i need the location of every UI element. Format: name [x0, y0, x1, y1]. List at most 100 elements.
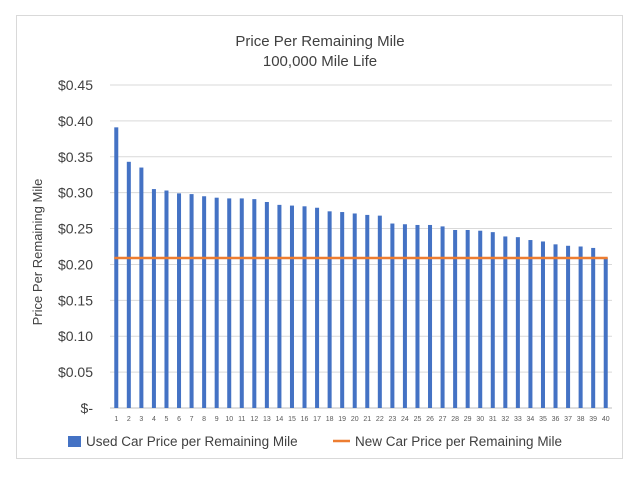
y-tick-label: $0.15: [58, 292, 93, 308]
x-tick-label: 36: [552, 416, 560, 423]
x-tick-label: 22: [376, 416, 384, 423]
bar: [264, 201, 269, 408]
bar: [591, 247, 596, 408]
bar: [340, 212, 345, 408]
y-tick-label: $0.20: [58, 256, 93, 272]
x-tick-label: 30: [476, 416, 484, 423]
legend-label-new-car: New Car Price per Remaining Mile: [355, 434, 562, 449]
chart-title: Price Per Remaining Mile: [235, 33, 404, 50]
x-tick-label: 34: [527, 416, 535, 423]
x-tick-label: 28: [451, 416, 459, 423]
y-tick-label: $0.10: [58, 328, 93, 344]
x-tick-label: 19: [338, 416, 346, 423]
y-tick-label: $0.25: [58, 221, 93, 237]
gridlines: [110, 84, 612, 409]
bar: [139, 167, 144, 408]
bar: [377, 215, 382, 408]
bar: [578, 246, 583, 408]
y-axis-label: Price Per Remaining Mile: [30, 179, 45, 326]
x-tick-label: 31: [489, 416, 497, 423]
y-tick-label: $0.40: [58, 113, 93, 129]
y-tick-label: $0.45: [58, 77, 93, 93]
bar: [114, 127, 119, 409]
bar: [202, 196, 207, 408]
bar: [440, 226, 445, 408]
bar: [428, 224, 433, 408]
x-tick-label: 8: [202, 416, 206, 423]
chart-subtitle: 100,000 Mile Life: [263, 53, 377, 70]
bar: [239, 198, 244, 408]
x-tick-label: 37: [564, 416, 572, 423]
x-tick-label: 11: [238, 416, 245, 423]
x-tick-label: 23: [388, 416, 396, 423]
bar: [540, 241, 545, 408]
bar: [365, 214, 370, 408]
x-tick-label: 10: [225, 416, 233, 423]
bar: [603, 257, 608, 408]
bar: [453, 229, 458, 408]
bar: [315, 207, 320, 408]
x-tick-label: 16: [301, 416, 309, 423]
x-tick-label: 6: [177, 416, 181, 423]
bar-series: [114, 127, 608, 409]
x-tick-label: 21: [363, 416, 371, 423]
x-tick-label: 18: [326, 416, 334, 423]
x-tick-label: 40: [602, 416, 610, 423]
bar: [177, 193, 182, 408]
x-tick-label: 26: [426, 416, 434, 423]
bar: [402, 224, 407, 408]
x-tick-label: 15: [288, 416, 296, 423]
x-tick-label: 33: [514, 416, 522, 423]
legend-swatch-used-car: [68, 436, 81, 447]
bar: [390, 223, 395, 408]
bar: [465, 229, 470, 408]
x-tick-label: 38: [577, 416, 585, 423]
bar: [289, 205, 294, 408]
bar: [327, 211, 332, 408]
bar: [151, 189, 156, 408]
x-tick-label: 39: [589, 416, 597, 423]
bar: [566, 245, 571, 408]
bar: [352, 213, 357, 408]
x-tick-label: 13: [263, 416, 271, 423]
bar: [126, 161, 131, 408]
x-tick-label: 17: [313, 416, 321, 423]
x-tick-label: 29: [464, 416, 472, 423]
x-tick-labels: 1 2 3 4 5 6 7 8 9 10 11 12 13 14 15 16 17 18 19 20 21 22 23 24 2…: [114, 416, 609, 423]
bar: [277, 204, 282, 408]
legend-label-used-car: Used Car Price per Remaining Mile: [86, 434, 298, 449]
bar: [553, 244, 558, 408]
bar: [227, 198, 232, 408]
bar: [490, 232, 495, 408]
x-tick-label: 3: [139, 416, 143, 423]
y-tick-label: $0.35: [58, 149, 93, 165]
y-tick-label: $0.30: [58, 185, 93, 201]
bar: [415, 224, 420, 408]
x-tick-label: 7: [190, 416, 194, 423]
bar: [503, 236, 508, 408]
legend: Used Car Price per Remaining Mile New Ca…: [68, 434, 562, 449]
x-tick-label: 27: [439, 416, 447, 423]
bar: [528, 240, 533, 408]
bar: [164, 190, 169, 408]
x-tick-label: 14: [276, 416, 284, 423]
x-tick-label: 9: [215, 416, 219, 423]
bar: [302, 206, 307, 408]
x-tick-label: 4: [152, 416, 156, 423]
y-tick-label: $0.05: [58, 364, 93, 380]
bar: [515, 237, 520, 408]
x-tick-label: 32: [501, 416, 509, 423]
x-tick-label: 2: [127, 416, 131, 423]
x-tick-label: 1: [114, 416, 118, 423]
bar: [189, 194, 194, 408]
y-tick-labels: $0.45 $0.40 $0.35 $0.30 $0.25 $0.20 $0.15 $0.10…: [58, 77, 93, 416]
x-tick-label: 20: [351, 416, 359, 423]
bar: [214, 197, 219, 408]
x-tick-label: 25: [414, 416, 422, 423]
x-tick-label: 24: [401, 416, 409, 423]
x-tick-label: 5: [165, 416, 169, 423]
y-tick-label: $-: [81, 400, 94, 416]
bar: [478, 230, 483, 408]
x-tick-label: 12: [250, 416, 258, 423]
